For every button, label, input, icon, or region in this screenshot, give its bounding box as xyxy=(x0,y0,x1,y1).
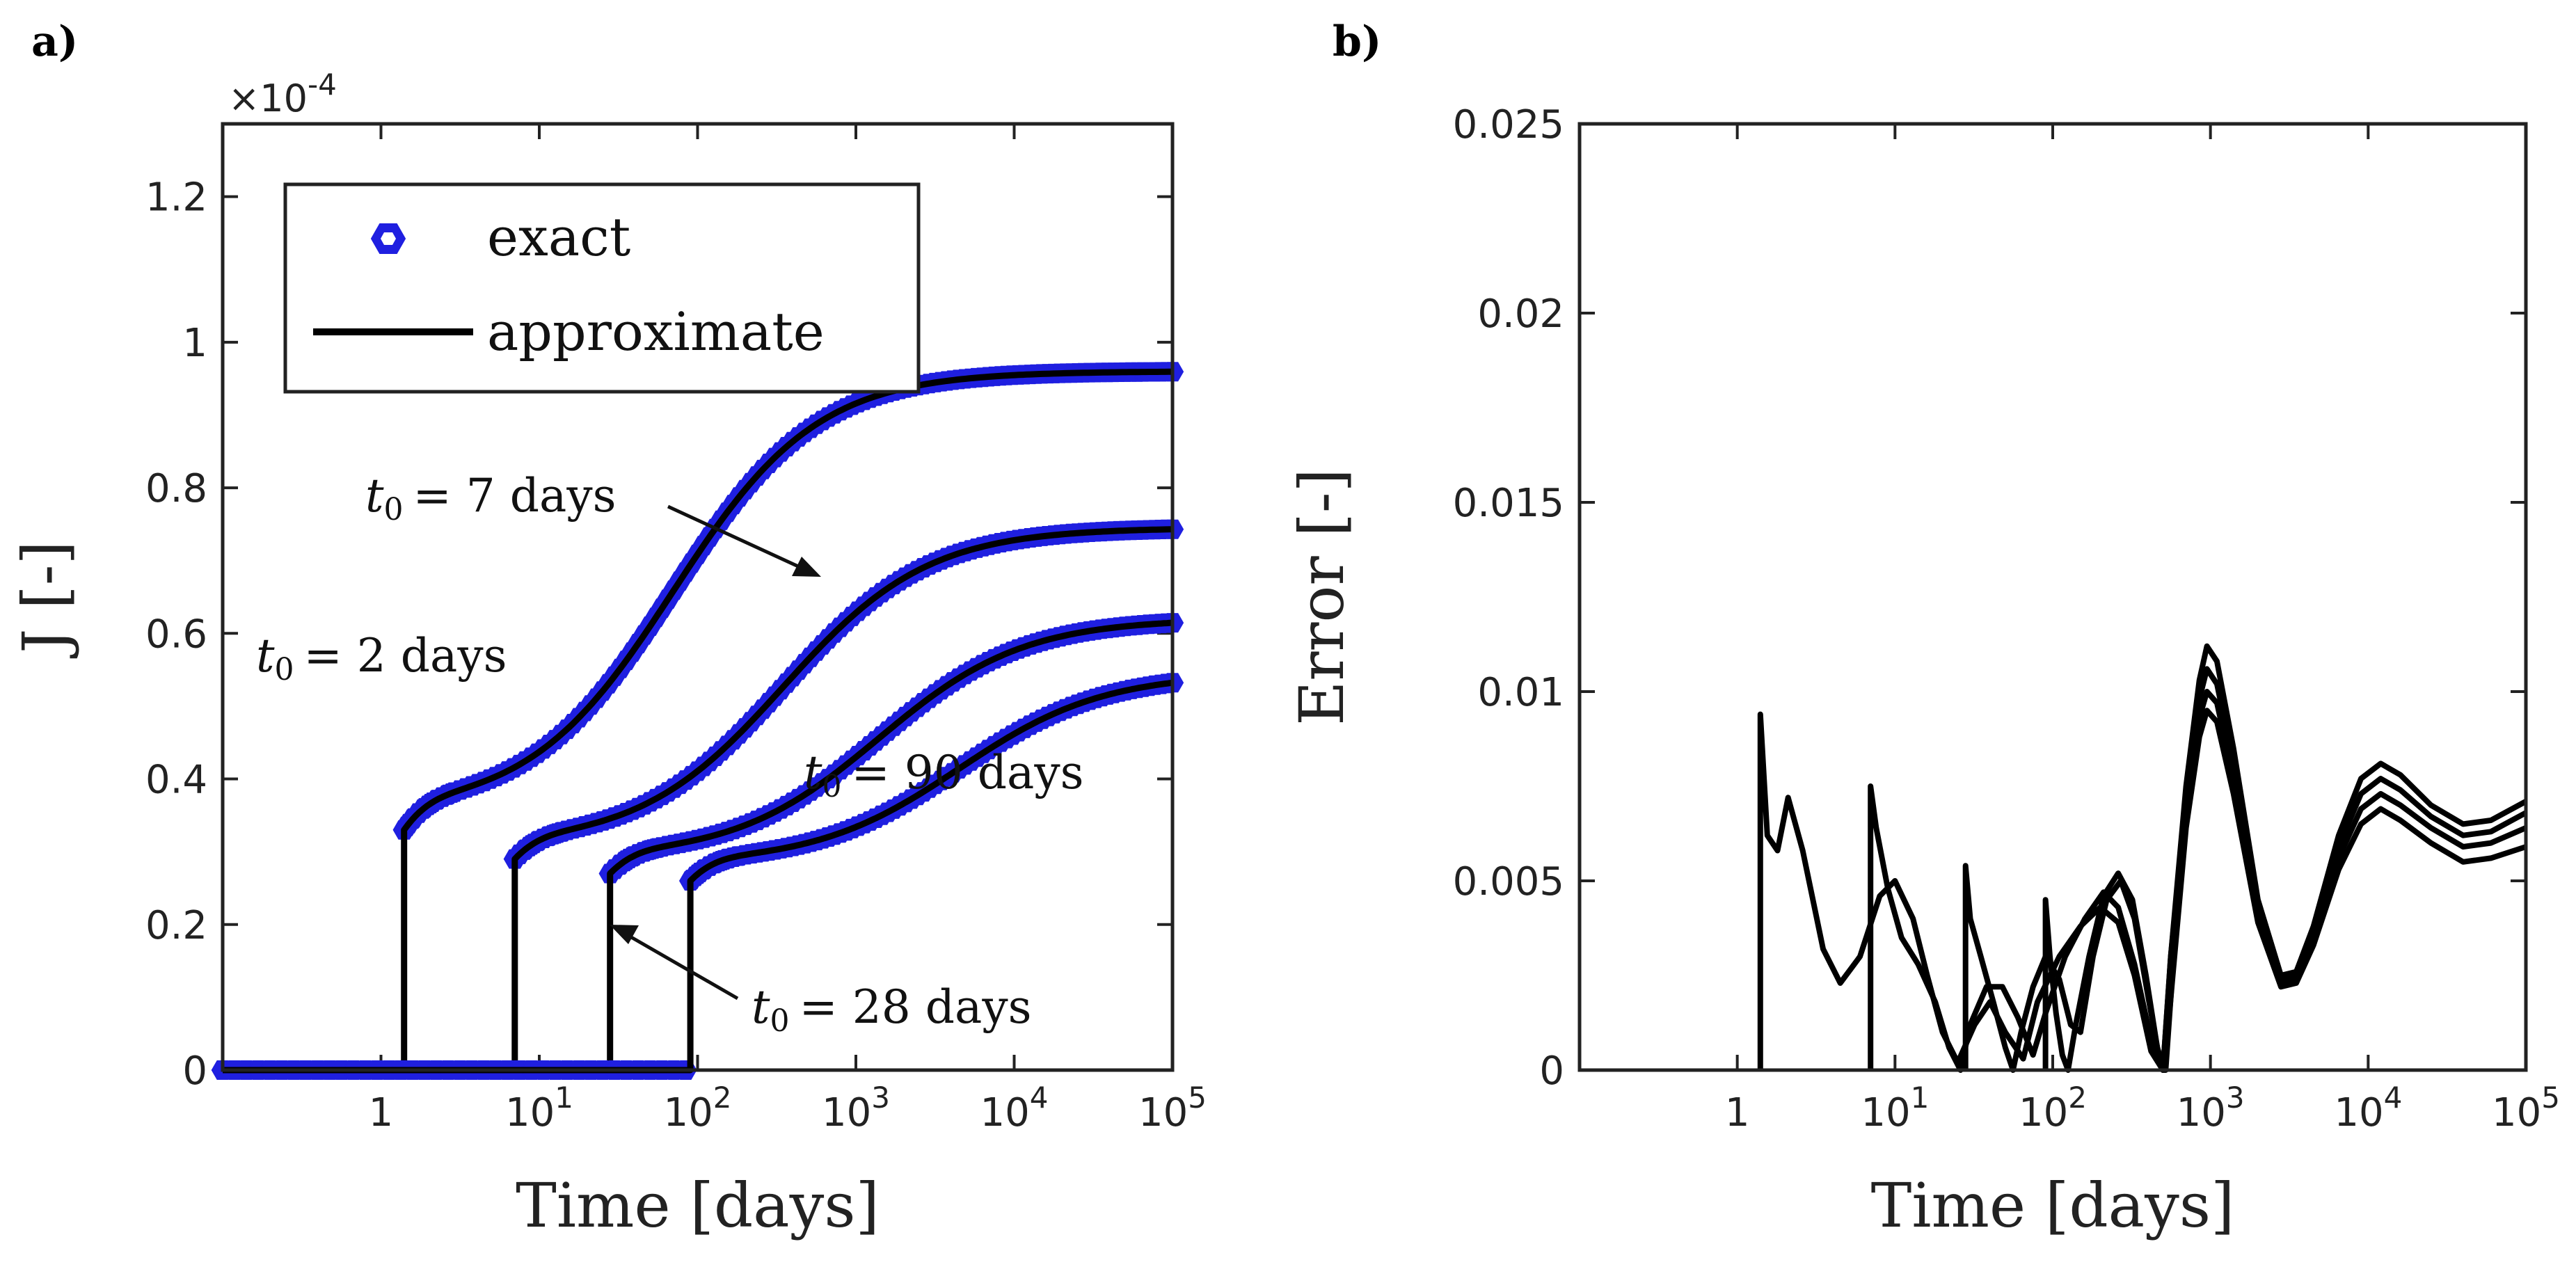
panel-b-y-tick-label-5: 0.025 xyxy=(1453,102,1564,148)
y-multiplier-base: ×10 xyxy=(228,77,308,120)
panel-a-x-axis-title: Time [days] xyxy=(516,1170,880,1241)
annotation-t0-2: t0 = 2 days xyxy=(256,629,507,687)
annotation-t0-7-sub: 0 xyxy=(384,492,404,527)
annotation-arrow-t0-28 xyxy=(610,925,739,1001)
panel-b-y-tick-label-1: 0.005 xyxy=(1453,859,1564,905)
panel-a-x-tick-label-2: 102 xyxy=(664,1081,732,1135)
panel-a-chart: 1 101 102 103 104 105 0 0.2 0.4 0.6 0.8 1 1.2 Time [d… xyxy=(9,124,1207,1241)
legend: exact approximate xyxy=(283,182,921,394)
panel-b-x-tick-label-2: 102 xyxy=(2019,1081,2087,1135)
series-approximate-t0-2 xyxy=(223,368,1172,1074)
panel-b-y-tick-label-4: 0.02 xyxy=(1477,292,1564,337)
panel-a-y-axis-title: J [-] xyxy=(9,541,81,659)
panel-b-x-tick-label-3: 103 xyxy=(2177,1081,2245,1135)
y-multiplier-label: ×10-4 xyxy=(228,67,337,120)
series-approximate-t0-90 xyxy=(223,679,1173,1074)
series-approximate-t0-28 xyxy=(223,619,1173,1074)
legend-exact-marker-hole xyxy=(381,232,396,245)
panel-a-y-tick-label-4: 0.8 xyxy=(145,466,207,511)
panel-b-y-axis-title: Error [-] xyxy=(1286,468,1358,726)
panel-b-x-tick-label-4: 104 xyxy=(2334,1081,2402,1135)
error-series-t0-7 xyxy=(1868,666,2527,1073)
panel-a-y-tick-label-1: 0.2 xyxy=(145,903,207,948)
panel-b-axes-box xyxy=(1577,122,2528,1072)
panel-a-x-tick-label-3: 103 xyxy=(822,1081,890,1135)
panel-a-x-tick-label-0: 1 xyxy=(369,1090,394,1135)
panel-b-y-tick-label-0: 0 xyxy=(1539,1049,1564,1094)
panel-b-x-tick-label-0: 1 xyxy=(1725,1090,1750,1135)
panel-a-axes-box xyxy=(221,122,1175,1072)
error-series-t0-28 xyxy=(1962,689,2527,1073)
panel-a-y-tick-label-5: 1 xyxy=(182,321,207,366)
panel-a-y-tick-label-6: 1.2 xyxy=(145,175,207,221)
panel-b-chart: 1 101 102 103 104 105 0 0.005 0.01 0.015 0.02 0.025… xyxy=(1286,102,2560,1241)
legend-exact-label: exact xyxy=(487,206,630,268)
panel-b-label: b) xyxy=(1333,17,1381,66)
panel-a-y-tick-label-3: 0.6 xyxy=(145,612,207,657)
annotation-t0-7: t0 = 7 days xyxy=(365,469,617,527)
panel-b-x-axis-title: Time [days] xyxy=(1871,1170,2235,1241)
panel-a-label: a) xyxy=(31,17,78,66)
legend-approximate-label: approximate xyxy=(487,301,825,362)
annotation-arrow-t0-7 xyxy=(667,504,821,577)
panel-b-x-tick-label-5: 105 xyxy=(2492,1081,2560,1135)
series-exact-t0-7 xyxy=(211,519,1184,1080)
error-series-t0-90 xyxy=(2042,708,2527,1073)
annotation-t0-2-sub: 0 xyxy=(275,652,294,687)
series-approximate-t0-7 xyxy=(223,526,1173,1074)
panel-b-x-tick-label-1: 101 xyxy=(1861,1081,1929,1135)
panel-a-x-tick-label-1: 101 xyxy=(505,1081,573,1135)
series-exact-t0-28 xyxy=(211,613,1184,1080)
annotation-t0-90-sub: 0 xyxy=(822,769,842,804)
annotation-t0-28-rest: = 28 days xyxy=(800,980,1032,1034)
panel-a-x-tick-label-5: 105 xyxy=(1138,1081,1207,1135)
panel-b-y-tick-label-3: 0.015 xyxy=(1453,481,1564,526)
annotation-t0-90: t0 = 90 days xyxy=(804,746,1084,804)
panel-a-y-tick-label-2: 0.4 xyxy=(145,758,207,803)
annotation-t0-7-rest: = 7 days xyxy=(413,469,617,523)
panel-b-y-tick-label-2: 0.01 xyxy=(1477,670,1564,715)
y-multiplier-exp: -4 xyxy=(308,67,337,102)
annotation-t0-28-sub: 0 xyxy=(770,1003,790,1039)
legend-box xyxy=(283,182,921,394)
annotation-t0-90-rest: = 90 days xyxy=(852,746,1084,799)
panel-a-y-tick-label-0: 0 xyxy=(182,1049,207,1094)
annotation-t0-2-rest: = 2 days xyxy=(304,629,507,683)
annotation-t0-28: t0 = 28 days xyxy=(752,980,1032,1039)
panel-a-x-tick-label-4: 104 xyxy=(980,1081,1049,1135)
